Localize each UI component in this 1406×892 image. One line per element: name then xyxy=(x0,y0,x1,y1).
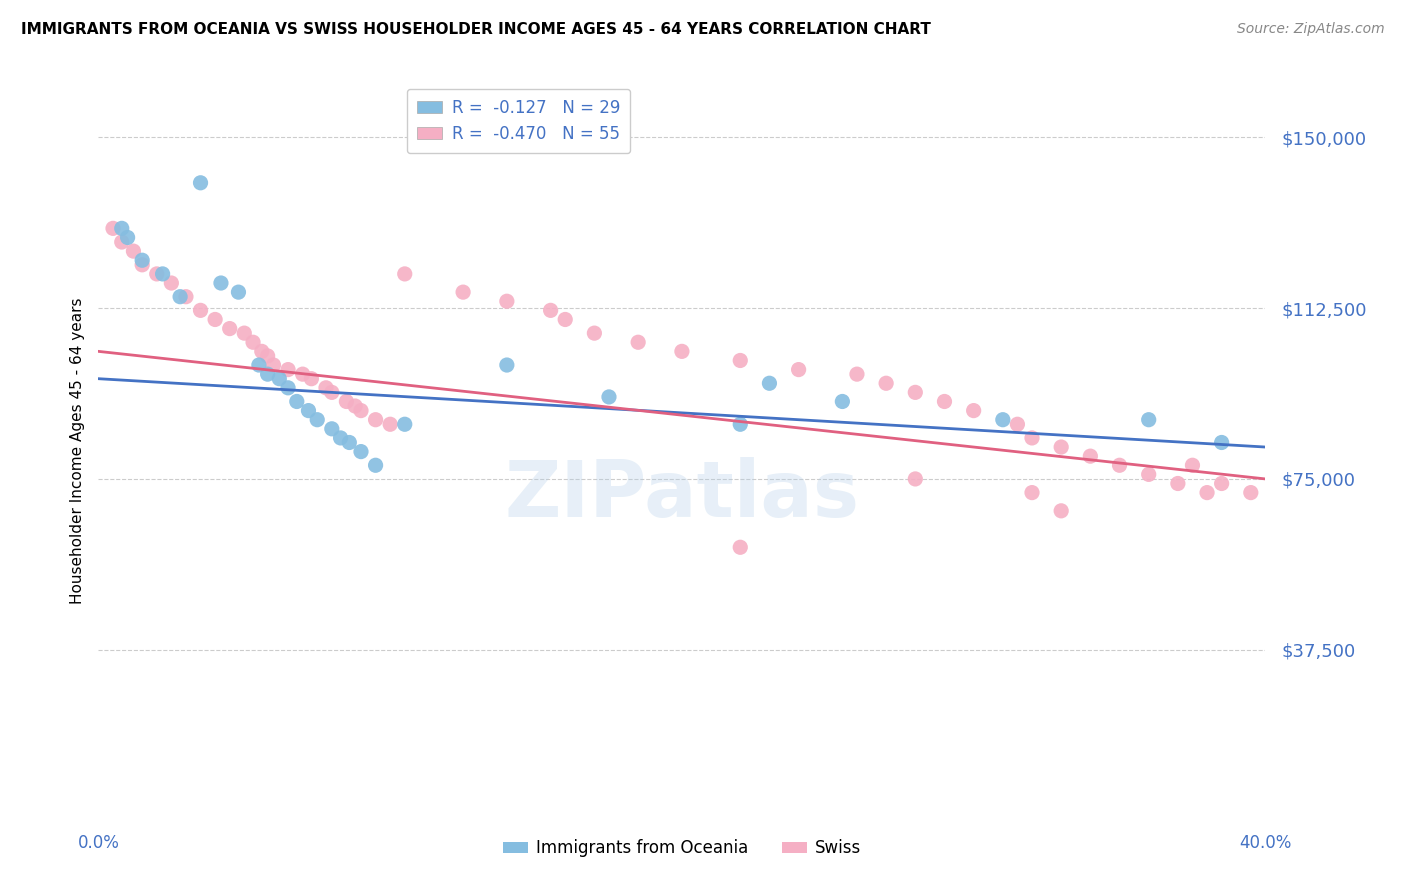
Point xyxy=(291,367,314,381)
Point xyxy=(1197,485,1219,500)
Point xyxy=(131,258,153,272)
Point xyxy=(1007,417,1029,432)
Point xyxy=(218,321,240,335)
Point xyxy=(307,413,329,427)
Point xyxy=(496,358,519,372)
Point xyxy=(787,362,810,376)
Point xyxy=(111,221,134,235)
Point xyxy=(350,444,373,458)
Point xyxy=(335,394,357,409)
Point xyxy=(169,290,191,304)
Point xyxy=(730,541,752,555)
Point xyxy=(540,303,562,318)
Point xyxy=(394,417,416,432)
Y-axis label: Householder Income Ages 45 - 64 years: Householder Income Ages 45 - 64 years xyxy=(69,297,84,604)
Point xyxy=(269,372,291,386)
Point xyxy=(1021,431,1043,445)
Point xyxy=(117,230,139,244)
Point xyxy=(1211,435,1233,450)
Point xyxy=(962,403,984,417)
Point xyxy=(598,390,620,404)
Point xyxy=(758,376,780,391)
Point xyxy=(122,244,145,259)
Point xyxy=(1050,504,1073,518)
Point xyxy=(904,385,927,400)
Point xyxy=(1181,458,1204,473)
Point xyxy=(1050,440,1073,454)
Point xyxy=(209,276,232,290)
Point xyxy=(321,422,343,436)
Point xyxy=(337,435,360,450)
Point xyxy=(671,344,693,359)
Point xyxy=(160,276,183,290)
Text: ZIPatlas: ZIPatlas xyxy=(505,457,859,533)
Point xyxy=(299,372,322,386)
Legend: Immigrants from Oceania, Swiss: Immigrants from Oceania, Swiss xyxy=(496,833,868,864)
Point xyxy=(233,326,256,340)
Point xyxy=(256,349,278,363)
Point xyxy=(190,176,212,190)
Point xyxy=(263,358,285,372)
Point xyxy=(1240,485,1263,500)
Point xyxy=(991,413,1014,427)
Point xyxy=(250,344,273,359)
Text: Source: ZipAtlas.com: Source: ZipAtlas.com xyxy=(1237,22,1385,37)
Point xyxy=(1137,413,1160,427)
Point xyxy=(1211,476,1233,491)
Point xyxy=(204,312,226,326)
Point xyxy=(846,367,869,381)
Point xyxy=(1167,476,1189,491)
Point xyxy=(344,399,367,413)
Point xyxy=(1080,449,1102,463)
Point xyxy=(228,285,250,300)
Point xyxy=(350,403,373,417)
Point xyxy=(730,417,752,432)
Point xyxy=(934,394,956,409)
Point xyxy=(554,312,576,326)
Point xyxy=(1137,467,1160,482)
Point xyxy=(174,290,197,304)
Point xyxy=(394,267,416,281)
Point xyxy=(242,335,264,350)
Point xyxy=(496,294,519,309)
Point xyxy=(152,267,174,281)
Point xyxy=(256,367,278,381)
Point xyxy=(101,221,124,235)
Point xyxy=(904,472,927,486)
Point xyxy=(297,403,319,417)
Point xyxy=(285,394,308,409)
Point xyxy=(730,353,752,368)
Point xyxy=(321,385,343,400)
Point xyxy=(364,413,387,427)
Point xyxy=(627,335,650,350)
Point xyxy=(1108,458,1130,473)
Point xyxy=(831,394,853,409)
Point xyxy=(190,303,212,318)
Point xyxy=(277,362,299,376)
Point xyxy=(247,358,270,372)
Point xyxy=(380,417,402,432)
Point xyxy=(451,285,474,300)
Point xyxy=(875,376,897,391)
Point xyxy=(583,326,606,340)
Text: IMMIGRANTS FROM OCEANIA VS SWISS HOUSEHOLDER INCOME AGES 45 - 64 YEARS CORRELATI: IMMIGRANTS FROM OCEANIA VS SWISS HOUSEHO… xyxy=(21,22,931,37)
Point xyxy=(146,267,169,281)
Point xyxy=(1021,485,1043,500)
Point xyxy=(131,253,153,268)
Point xyxy=(329,431,352,445)
Point xyxy=(315,381,337,395)
Point xyxy=(111,235,134,249)
Point xyxy=(277,381,299,395)
Point xyxy=(364,458,387,473)
